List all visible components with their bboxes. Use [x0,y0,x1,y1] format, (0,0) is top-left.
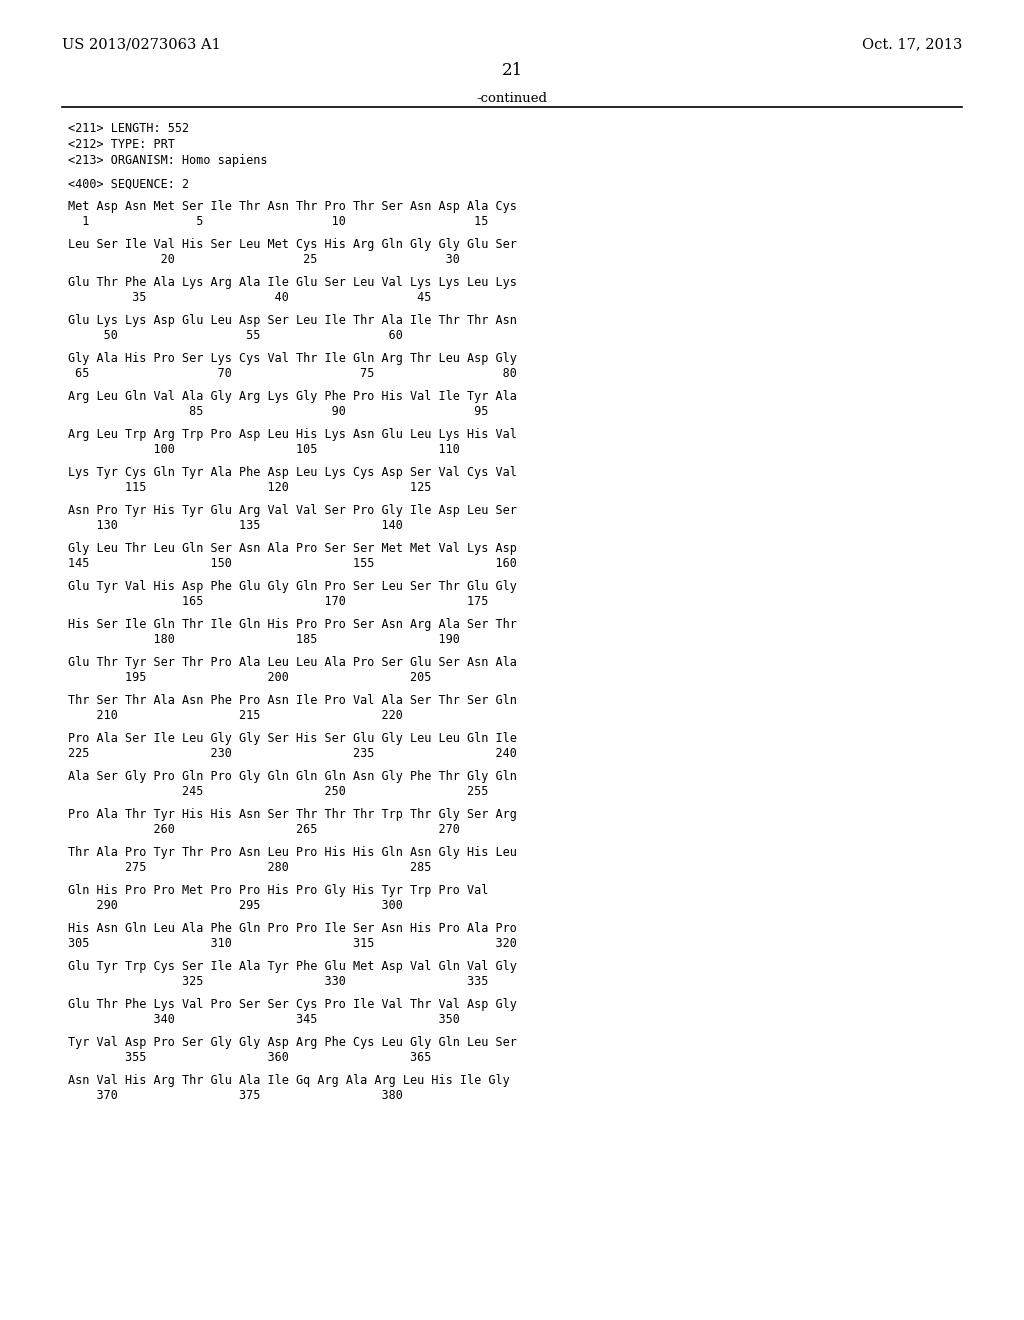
Text: Pro Ala Thr Tyr His His Asn Ser Thr Thr Thr Trp Thr Gly Ser Arg: Pro Ala Thr Tyr His His Asn Ser Thr Thr … [68,808,517,821]
Text: Thr Ala Pro Tyr Thr Pro Asn Leu Pro His His Gln Asn Gly His Leu: Thr Ala Pro Tyr Thr Pro Asn Leu Pro His … [68,846,517,859]
Text: 275                 280                 285: 275 280 285 [68,861,431,874]
Text: 35                  40                  45: 35 40 45 [68,290,431,304]
Text: 225                 230                 235                 240: 225 230 235 240 [68,747,517,760]
Text: Gln His Pro Pro Met Pro Pro His Pro Gly His Tyr Trp Pro Val: Gln His Pro Pro Met Pro Pro His Pro Gly … [68,884,488,898]
Text: 21: 21 [502,62,522,79]
Text: Tyr Val Asp Pro Ser Gly Gly Asp Arg Phe Cys Leu Gly Gln Leu Ser: Tyr Val Asp Pro Ser Gly Gly Asp Arg Phe … [68,1036,517,1049]
Text: 355                 360                 365: 355 360 365 [68,1051,431,1064]
Text: US 2013/0273063 A1: US 2013/0273063 A1 [62,37,221,51]
Text: 195                 200                 205: 195 200 205 [68,671,431,684]
Text: His Ser Ile Gln Thr Ile Gln His Pro Pro Ser Asn Arg Ala Ser Thr: His Ser Ile Gln Thr Ile Gln His Pro Pro … [68,618,517,631]
Text: 165                 170                 175: 165 170 175 [68,595,488,609]
Text: 290                 295                 300: 290 295 300 [68,899,402,912]
Text: <400> SEQUENCE: 2: <400> SEQUENCE: 2 [68,178,189,191]
Text: 210                 215                 220: 210 215 220 [68,709,402,722]
Text: 20                  25                  30: 20 25 30 [68,253,460,267]
Text: <213> ORGANISM: Homo sapiens: <213> ORGANISM: Homo sapiens [68,154,267,168]
Text: 180                 185                 190: 180 185 190 [68,634,460,645]
Text: Glu Thr Phe Ala Lys Arg Ala Ile Glu Ser Leu Val Lys Lys Leu Lys: Glu Thr Phe Ala Lys Arg Ala Ile Glu Ser … [68,276,517,289]
Text: Glu Thr Phe Lys Val Pro Ser Ser Cys Pro Ile Val Thr Val Asp Gly: Glu Thr Phe Lys Val Pro Ser Ser Cys Pro … [68,998,517,1011]
Text: Ala Ser Gly Pro Gln Pro Gly Gln Gln Gln Asn Gly Phe Thr Gly Gln: Ala Ser Gly Pro Gln Pro Gly Gln Gln Gln … [68,770,517,783]
Text: 130                 135                 140: 130 135 140 [68,519,402,532]
Text: Glu Thr Tyr Ser Thr Pro Ala Leu Leu Ala Pro Ser Glu Ser Asn Ala: Glu Thr Tyr Ser Thr Pro Ala Leu Leu Ala … [68,656,517,669]
Text: 65                  70                  75                  80: 65 70 75 80 [68,367,517,380]
Text: Gly Leu Thr Leu Gln Ser Asn Ala Pro Ser Ser Met Met Val Lys Asp: Gly Leu Thr Leu Gln Ser Asn Ala Pro Ser … [68,543,517,554]
Text: Thr Ser Thr Ala Asn Phe Pro Asn Ile Pro Val Ala Ser Thr Ser Gln: Thr Ser Thr Ala Asn Phe Pro Asn Ile Pro … [68,694,517,708]
Text: His Asn Gln Leu Ala Phe Gln Pro Pro Ile Ser Asn His Pro Ala Pro: His Asn Gln Leu Ala Phe Gln Pro Pro Ile … [68,921,517,935]
Text: Glu Lys Lys Asp Glu Leu Asp Ser Leu Ile Thr Ala Ile Thr Thr Asn: Glu Lys Lys Asp Glu Leu Asp Ser Leu Ile … [68,314,517,327]
Text: 325                 330                 335: 325 330 335 [68,975,488,987]
Text: Glu Tyr Trp Cys Ser Ile Ala Tyr Phe Glu Met Asp Val Gln Val Gly: Glu Tyr Trp Cys Ser Ile Ala Tyr Phe Glu … [68,960,517,973]
Text: Asn Val His Arg Thr Glu Ala Ile Gq Arg Ala Arg Leu His Ile Gly: Asn Val His Arg Thr Glu Ala Ile Gq Arg A… [68,1074,510,1086]
Text: 370                 375                 380: 370 375 380 [68,1089,402,1102]
Text: Oct. 17, 2013: Oct. 17, 2013 [861,37,962,51]
Text: 50                  55                  60: 50 55 60 [68,329,402,342]
Text: Arg Leu Trp Arg Trp Pro Asp Leu His Lys Asn Glu Leu Lys His Val: Arg Leu Trp Arg Trp Pro Asp Leu His Lys … [68,428,517,441]
Text: 85                  90                  95: 85 90 95 [68,405,488,418]
Text: Leu Ser Ile Val His Ser Leu Met Cys His Arg Gln Gly Gly Glu Ser: Leu Ser Ile Val His Ser Leu Met Cys His … [68,238,517,251]
Text: Met Asp Asn Met Ser Ile Thr Asn Thr Pro Thr Ser Asn Asp Ala Cys: Met Asp Asn Met Ser Ile Thr Asn Thr Pro … [68,201,517,213]
Text: 245                 250                 255: 245 250 255 [68,785,488,799]
Text: <212> TYPE: PRT: <212> TYPE: PRT [68,139,175,150]
Text: Pro Ala Ser Ile Leu Gly Gly Ser His Ser Glu Gly Leu Leu Gln Ile: Pro Ala Ser Ile Leu Gly Gly Ser His Ser … [68,733,517,744]
Text: 305                 310                 315                 320: 305 310 315 320 [68,937,517,950]
Text: Glu Tyr Val His Asp Phe Glu Gly Gln Pro Ser Leu Ser Thr Glu Gly: Glu Tyr Val His Asp Phe Glu Gly Gln Pro … [68,579,517,593]
Text: 100                 105                 110: 100 105 110 [68,444,460,455]
Text: -continued: -continued [476,92,548,106]
Text: 115                 120                 125: 115 120 125 [68,480,431,494]
Text: Asn Pro Tyr His Tyr Glu Arg Val Val Ser Pro Gly Ile Asp Leu Ser: Asn Pro Tyr His Tyr Glu Arg Val Val Ser … [68,504,517,517]
Text: 260                 265                 270: 260 265 270 [68,822,460,836]
Text: Lys Tyr Cys Gln Tyr Ala Phe Asp Leu Lys Cys Asp Ser Val Cys Val: Lys Tyr Cys Gln Tyr Ala Phe Asp Leu Lys … [68,466,517,479]
Text: 145                 150                 155                 160: 145 150 155 160 [68,557,517,570]
Text: Gly Ala His Pro Ser Lys Cys Val Thr Ile Gln Arg Thr Leu Asp Gly: Gly Ala His Pro Ser Lys Cys Val Thr Ile … [68,352,517,366]
Text: 1               5                  10                  15: 1 5 10 15 [68,215,488,228]
Text: Arg Leu Gln Val Ala Gly Arg Lys Gly Phe Pro His Val Ile Tyr Ala: Arg Leu Gln Val Ala Gly Arg Lys Gly Phe … [68,389,517,403]
Text: 340                 345                 350: 340 345 350 [68,1012,460,1026]
Text: <211> LENGTH: 552: <211> LENGTH: 552 [68,121,189,135]
